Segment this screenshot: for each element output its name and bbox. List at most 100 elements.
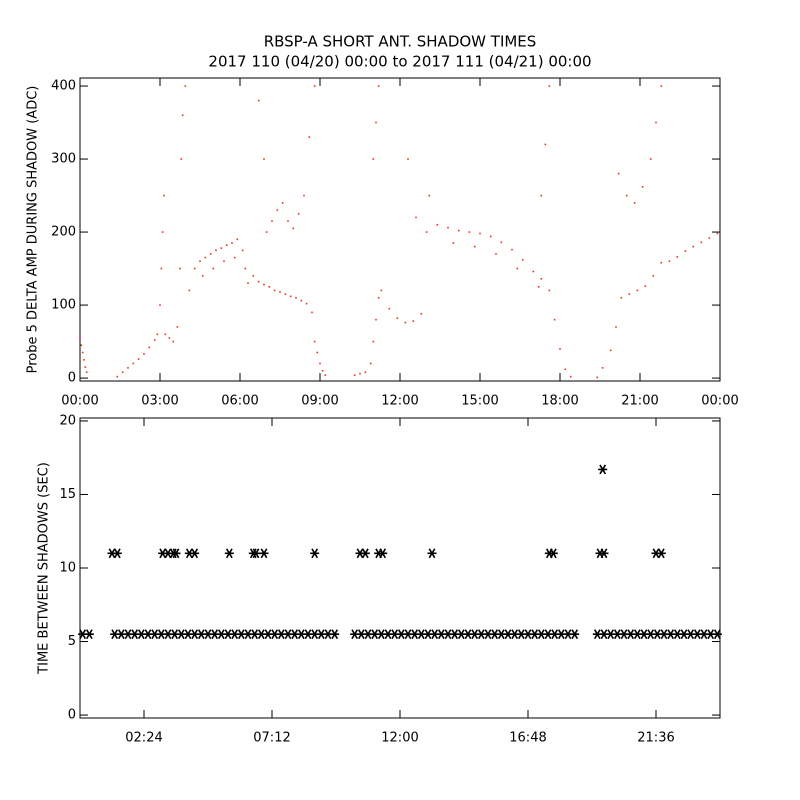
y-tick-label: 0 bbox=[68, 708, 76, 723]
point bbox=[112, 548, 122, 559]
point bbox=[311, 311, 313, 314]
point bbox=[181, 114, 184, 117]
point bbox=[153, 339, 156, 341]
point bbox=[540, 277, 543, 280]
point bbox=[220, 247, 223, 249]
point bbox=[319, 362, 321, 365]
point bbox=[569, 375, 572, 378]
y-tick-label: 200 bbox=[51, 225, 76, 240]
point bbox=[544, 143, 547, 146]
point bbox=[168, 337, 171, 339]
point bbox=[143, 353, 145, 355]
point bbox=[548, 548, 558, 559]
point bbox=[324, 374, 327, 376]
y-axis-label: TIME BETWEEN SHADOWS (SEC) bbox=[37, 462, 52, 675]
x-tick-label: 00:00 bbox=[701, 394, 738, 409]
point bbox=[598, 464, 608, 475]
point bbox=[420, 313, 423, 315]
point bbox=[179, 267, 181, 270]
point bbox=[257, 280, 260, 283]
point bbox=[172, 340, 175, 343]
point bbox=[80, 344, 83, 347]
point bbox=[708, 237, 711, 239]
point bbox=[415, 216, 417, 219]
point bbox=[377, 85, 380, 87]
point bbox=[148, 346, 151, 349]
point bbox=[489, 235, 492, 238]
x-tick-label: 12:00 bbox=[381, 394, 418, 409]
point bbox=[310, 548, 320, 559]
point bbox=[676, 256, 679, 258]
point bbox=[633, 202, 636, 204]
point bbox=[599, 548, 609, 559]
point bbox=[404, 321, 407, 324]
point bbox=[215, 249, 217, 252]
x-tick-label: 06:00 bbox=[221, 394, 258, 409]
plot-frame bbox=[79, 77, 721, 382]
point bbox=[473, 245, 476, 248]
point bbox=[316, 351, 319, 354]
point bbox=[660, 261, 663, 264]
point bbox=[225, 244, 228, 246]
point bbox=[377, 296, 380, 299]
point bbox=[121, 371, 124, 374]
point bbox=[396, 317, 399, 320]
point bbox=[716, 232, 719, 235]
point bbox=[427, 548, 437, 559]
point bbox=[259, 548, 269, 559]
point bbox=[289, 295, 292, 298]
point bbox=[204, 256, 207, 259]
point bbox=[209, 253, 212, 255]
point bbox=[540, 194, 543, 197]
point bbox=[500, 241, 503, 244]
x-tick-label: 07:12 bbox=[253, 731, 290, 746]
point bbox=[516, 267, 519, 270]
point bbox=[224, 548, 234, 559]
point bbox=[468, 231, 471, 233]
point bbox=[263, 158, 265, 160]
point bbox=[330, 629, 340, 640]
point bbox=[79, 337, 81, 339]
point bbox=[180, 158, 183, 160]
x-tick-label: 21:36 bbox=[637, 731, 674, 746]
point bbox=[212, 267, 215, 270]
point bbox=[692, 245, 695, 248]
point bbox=[313, 340, 316, 343]
point bbox=[188, 289, 191, 292]
point bbox=[184, 85, 187, 87]
point bbox=[159, 304, 161, 306]
point bbox=[636, 289, 639, 292]
y-tick-label: 10 bbox=[59, 561, 76, 576]
point bbox=[308, 136, 311, 138]
point bbox=[137, 358, 140, 360]
point bbox=[156, 333, 159, 336]
point bbox=[609, 349, 612, 352]
point bbox=[297, 213, 300, 215]
point bbox=[436, 223, 439, 226]
point bbox=[625, 194, 628, 197]
point bbox=[160, 267, 163, 270]
plot-frame bbox=[79, 417, 721, 719]
point bbox=[273, 289, 276, 292]
point bbox=[233, 256, 236, 259]
point bbox=[176, 326, 179, 328]
point bbox=[321, 369, 324, 372]
point bbox=[193, 267, 196, 270]
point bbox=[164, 333, 167, 336]
point bbox=[407, 158, 409, 160]
point bbox=[251, 548, 261, 559]
point bbox=[81, 351, 84, 354]
point bbox=[617, 172, 620, 175]
y-tick-label: 0 bbox=[68, 371, 76, 386]
point bbox=[559, 348, 561, 350]
point bbox=[548, 85, 551, 87]
chart-title: RBSP-A SHORT ANT. SHADOW TIMES bbox=[264, 33, 537, 51]
point bbox=[652, 275, 655, 277]
point bbox=[511, 248, 513, 251]
point bbox=[428, 194, 431, 197]
point bbox=[644, 285, 647, 287]
point bbox=[425, 231, 428, 233]
point bbox=[353, 374, 356, 376]
x-tick-label: 18:00 bbox=[541, 394, 578, 409]
point bbox=[615, 326, 617, 328]
